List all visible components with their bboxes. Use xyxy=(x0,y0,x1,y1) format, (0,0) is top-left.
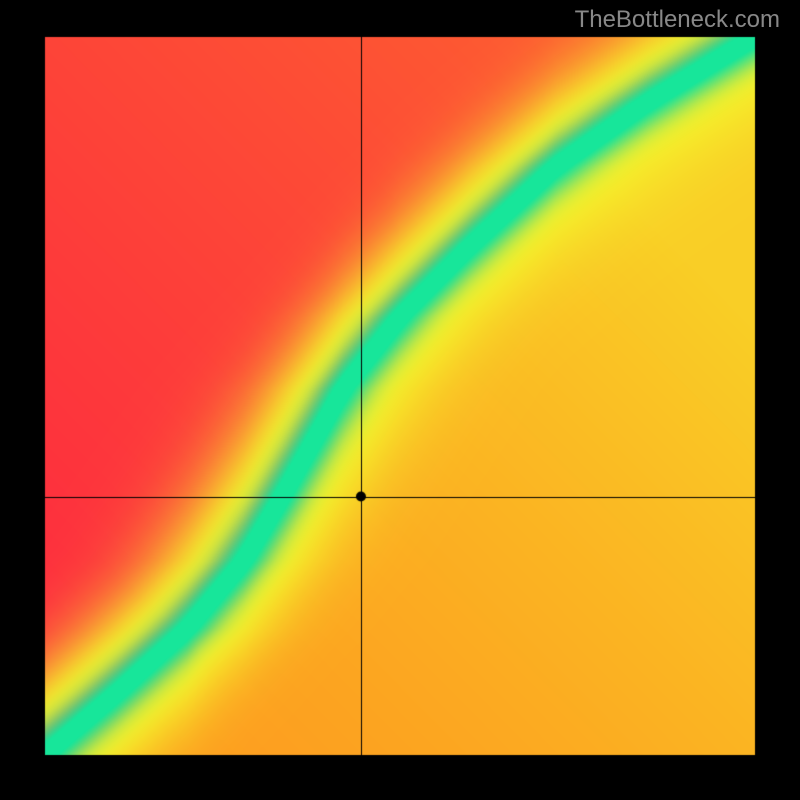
heatmap-canvas xyxy=(0,0,800,800)
chart-container: TheBottleneck.com xyxy=(0,0,800,800)
watermark-label: TheBottleneck.com xyxy=(575,6,780,34)
